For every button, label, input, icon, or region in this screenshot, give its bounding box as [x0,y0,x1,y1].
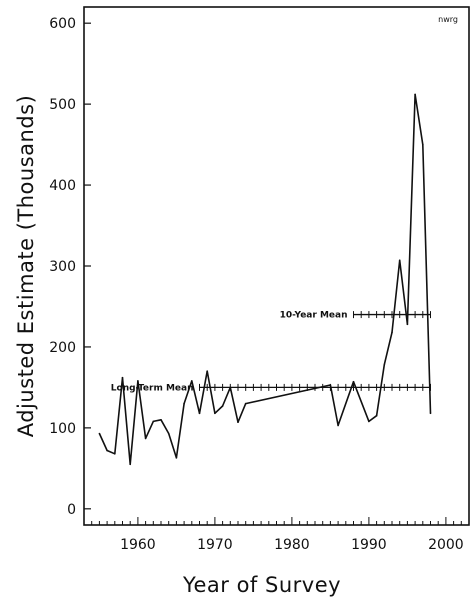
data-point [129,463,131,466]
x-tick-label: 1990 [351,537,387,553]
data-point [398,259,401,262]
x-tick-label: 1980 [274,537,310,553]
data-point [329,384,332,386]
y-tick-label: 100 [49,421,76,437]
data-point [183,402,185,405]
y-tick-label: 200 [49,340,76,356]
data-point [368,420,370,423]
x-tick-label: 1970 [197,537,233,553]
x-tick-label: 2000 [428,537,464,553]
series-line [98,93,432,466]
x-axis: 1960 1970 1980 1990 2000 [83,517,470,553]
y-tick-label: 400 [49,178,76,194]
y-axis: 0 100 200 300 400 500 600 [49,16,91,518]
y-tick-label: 300 [49,259,76,275]
plot-frame [83,6,470,526]
x-axis-title: Year of Survey [182,573,341,597]
reference-line-label: Long-Term Mean [111,383,194,393]
data-point [191,380,193,382]
y-axis-title: Adjusted Estimate (Thousands) [14,95,38,438]
data-point [422,143,424,146]
x-tick-label: 1960 [120,537,156,553]
data-point [106,449,108,452]
data-point [114,452,116,455]
reference-line-label: 10-Year Mean [280,311,348,321]
data-point [237,421,239,424]
data-point [229,386,232,389]
data-point [206,370,208,373]
corner-label: nwrg [438,15,458,24]
data-point [429,412,432,415]
data-point [383,363,386,366]
data-point [406,323,409,326]
data-point [160,418,162,421]
y-tick-label: 0 [67,502,76,518]
y-tick-label: 500 [49,97,76,113]
data-point [414,93,416,96]
data-point [337,424,339,427]
data-point [214,412,216,415]
data-point [137,380,139,382]
data-point [152,420,155,423]
data-point [144,437,147,440]
data-point [175,457,178,459]
data-point [391,331,393,334]
reference-lines: Long-Term Mean 10-Year Mean [111,311,431,393]
data-point [244,402,247,405]
data-point [98,432,101,435]
data-point [375,414,378,417]
data-point [121,376,124,379]
data-point [221,405,224,407]
data-point [352,380,355,383]
data-point [198,412,201,415]
data-point [167,432,170,435]
y-tick-label: 600 [49,16,76,32]
series [98,93,432,466]
